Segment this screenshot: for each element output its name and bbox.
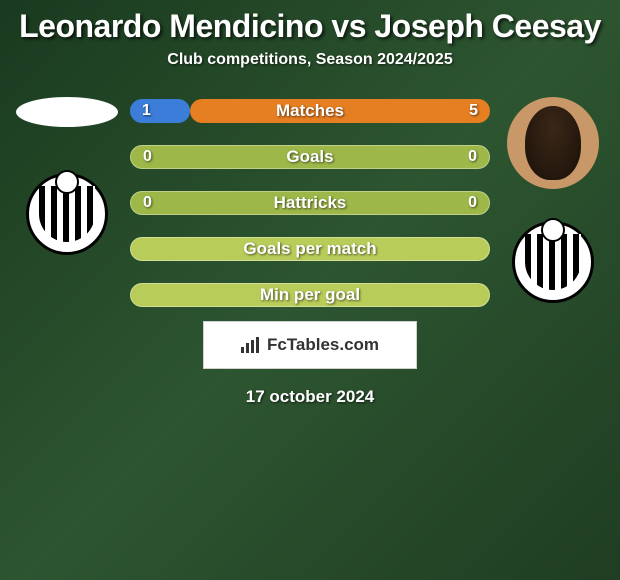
stat-label: Goals [131, 147, 489, 167]
stats-wrapper: Matches15Goals00Hattricks00Goals per mat… [12, 95, 608, 307]
stat-row: Matches1 5 [130, 99, 490, 123]
stat-row: Hattricks0 0 [130, 191, 490, 215]
club-right-badge [512, 221, 594, 303]
stat-row: Goals per match [130, 237, 490, 261]
stat-row: Min per goal [130, 283, 490, 307]
stat-value-right: 0 [468, 194, 477, 212]
subtitle: Club competitions, Season 2024/2025 [12, 51, 608, 69]
stat-value-left: 0 [143, 148, 152, 166]
stat-value-left: 0 [143, 194, 152, 212]
stat-value-left: 1 [142, 102, 151, 120]
player-left-column [12, 95, 122, 255]
stat-label: Min per goal [131, 285, 489, 305]
watermark: FcTables.com [203, 321, 417, 369]
player-right-column [498, 95, 608, 303]
stat-label: Matches [130, 101, 490, 121]
chart-icon [241, 337, 261, 353]
stat-label: Goals per match [131, 239, 489, 259]
player-right-photo [507, 97, 599, 189]
page-title: Leonardo Mendicino vs Joseph Ceesay [12, 8, 608, 45]
stat-label: Hattricks [131, 193, 489, 213]
stat-value-right: 0 [468, 148, 477, 166]
stat-value-right: 5 [469, 102, 478, 120]
player-left-photo [16, 97, 118, 127]
stats-column: Matches15Goals00Hattricks00Goals per mat… [130, 95, 490, 307]
main-container: Leonardo Mendicino vs Joseph Ceesay Club… [0, 0, 620, 415]
watermark-text: FcTables.com [267, 335, 379, 355]
club-left-badge [26, 173, 108, 255]
date-text: 17 october 2024 [12, 387, 608, 407]
stat-row: Goals0 0 [130, 145, 490, 169]
